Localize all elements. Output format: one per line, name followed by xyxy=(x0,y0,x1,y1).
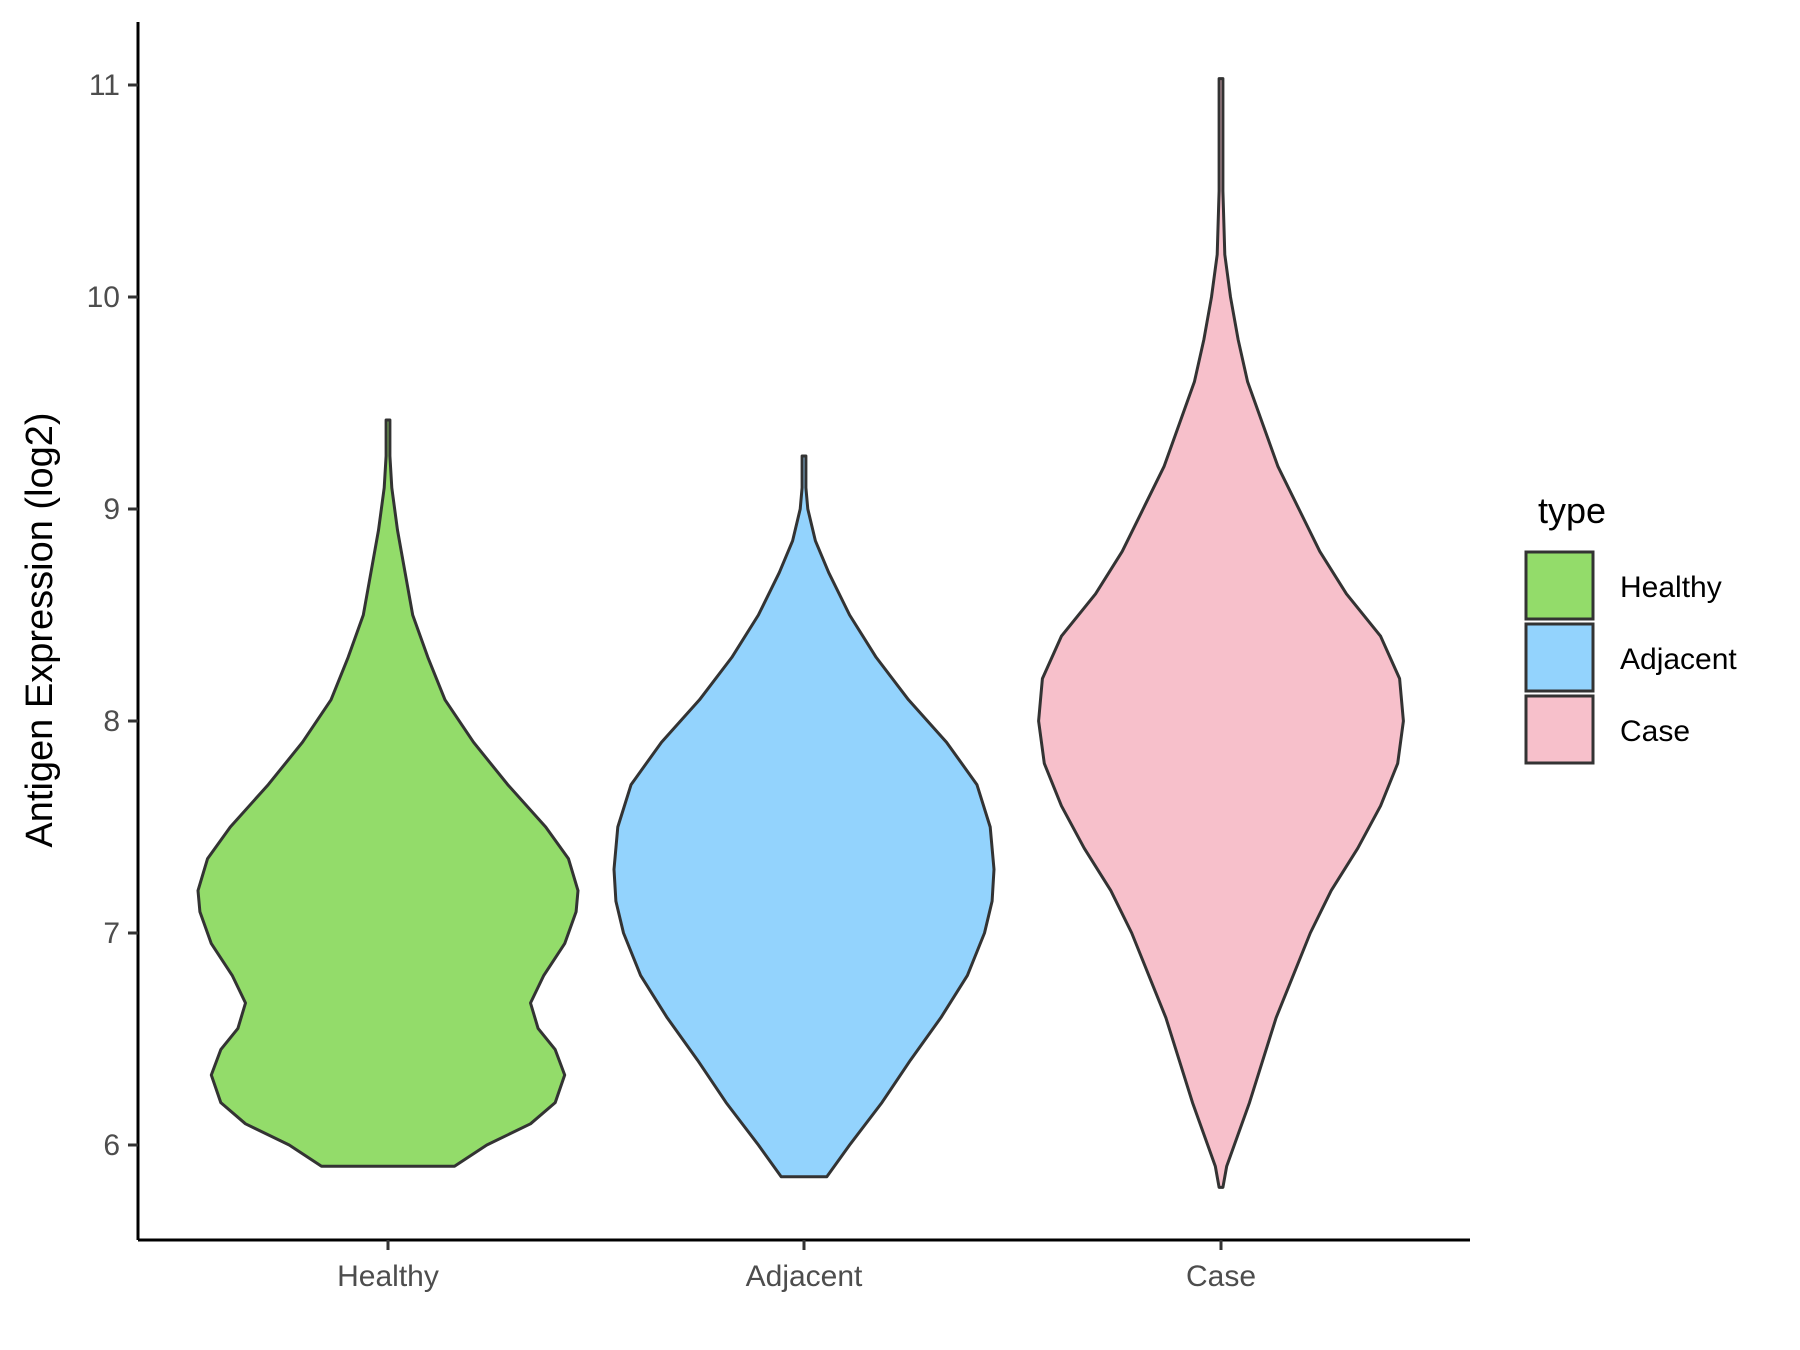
y-tick-label: 9 xyxy=(103,493,120,526)
legend-key-adjacent xyxy=(1524,622,1595,693)
violins-layer xyxy=(196,77,1405,1189)
legend-key-case xyxy=(1524,694,1595,765)
legend-label-case: Case xyxy=(1620,715,1690,748)
y-tick-label: 10 xyxy=(87,281,120,314)
y-axis-title: Antigen Expression (log2) xyxy=(19,412,61,847)
legend-label-healthy: Healthy xyxy=(1620,571,1722,604)
y-tick-label: 11 xyxy=(89,69,120,102)
violin-case xyxy=(1037,77,1405,1189)
x-tick-label: Healthy xyxy=(337,1260,439,1293)
legend-key-healthy xyxy=(1524,550,1595,621)
violin-healthy xyxy=(196,418,580,1168)
legend-label-adjacent: Adjacent xyxy=(1620,643,1737,676)
x-tick-label: Adjacent xyxy=(746,1260,863,1293)
y-tick-label: 6 xyxy=(103,1129,120,1162)
legend-title: type xyxy=(1538,490,1606,531)
y-tick-label: 7 xyxy=(103,917,120,950)
axes-layer: 6 7 8 9 10 11 Healthy Adjacent Case xyxy=(87,22,1470,1293)
x-tick-label: Case xyxy=(1186,1260,1256,1293)
legend: type Healthy Adjacent Case xyxy=(1524,490,1737,765)
violin-adjacent xyxy=(612,454,996,1179)
y-tick-label: 8 xyxy=(103,705,120,738)
